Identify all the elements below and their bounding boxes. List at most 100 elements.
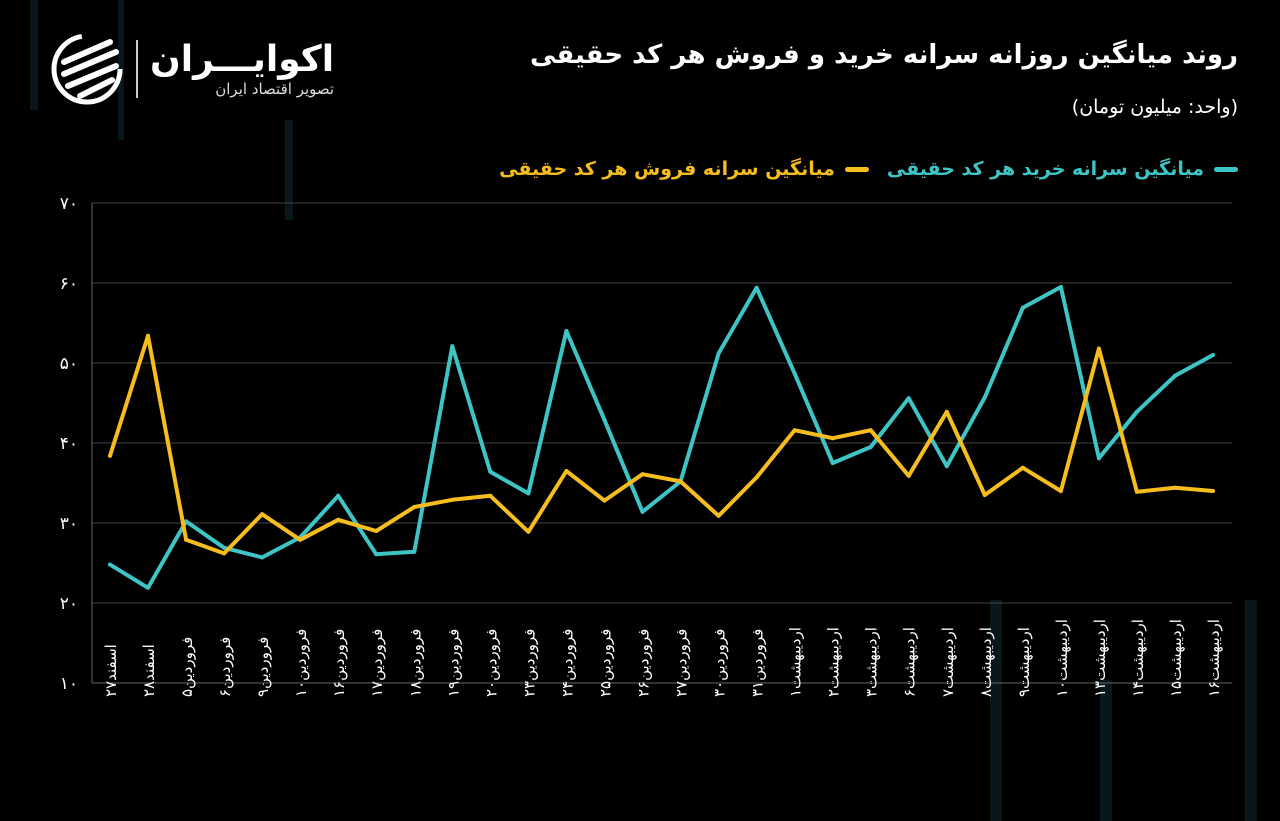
x-tick-label: اسفند۲۷ [102, 644, 120, 697]
x-tick-label: فروردین۲۳ [520, 629, 538, 697]
x-tick-label: اردیبهشت۱۳ [1091, 619, 1109, 697]
data-point-sell [678, 479, 683, 484]
x-tick-label: فروردین۳۱ [749, 629, 767, 697]
x-tick-label: اردیبهشت۱۶ [1205, 619, 1223, 697]
data-point-buy [336, 493, 341, 498]
logo-mark-icon [51, 33, 123, 105]
data-point-buy [222, 545, 227, 550]
data-point-buy [146, 585, 151, 590]
logo-name: اکوایـــران [150, 39, 335, 80]
x-tick-label: اردیبهشت۱۵ [1167, 619, 1185, 697]
logo: اکوایـــران تصویر اقتصاد ایران [50, 32, 334, 106]
y-tick-label: ۷۰ [60, 194, 78, 214]
data-point-sell [146, 333, 151, 338]
y-tick-label: ۱۰ [60, 674, 78, 694]
data-point-buy [564, 329, 569, 333]
data-point-sell [1134, 489, 1139, 494]
data-point-buy [526, 491, 531, 496]
series-line-sell [108, 333, 1215, 556]
x-tick-label: فروردین۱۶ [330, 629, 348, 697]
data-point-buy [982, 395, 987, 400]
x-tick-label: فروردین۲۵ [596, 629, 614, 697]
x-tick-label: فروردین۱۸ [406, 629, 424, 697]
data-point-buy [906, 396, 911, 401]
data-point-buy [1134, 409, 1139, 414]
background-decoration [30, 0, 38, 110]
data-point-sell [1211, 489, 1215, 493]
data-point-sell [754, 475, 759, 480]
data-point-buy [1058, 285, 1063, 289]
data-point-buy [450, 344, 455, 349]
data-point-buy [260, 555, 265, 560]
data-point-buy [374, 552, 379, 557]
data-point-sell [336, 517, 341, 522]
data-point-sell [602, 498, 607, 503]
x-tick-label: اسفند۲۸ [140, 644, 158, 697]
data-point-sell [222, 551, 227, 556]
x-tick-label: فروردین۲۰ [482, 629, 500, 697]
data-point-buy [1211, 353, 1215, 357]
data-point-buy [830, 461, 835, 465]
data-point-buy [640, 509, 645, 514]
data-point-buy [1096, 456, 1101, 461]
data-point-sell [374, 529, 379, 533]
data-point-buy [488, 469, 493, 474]
x-tick-label: اردیبهشت۶ [901, 627, 919, 697]
data-point-sell [906, 473, 911, 478]
legend-label-buy: میانگین سرانه خرید هر کد حقیقی [886, 158, 1204, 180]
x-tick-label: اردیبهشت۱۰ [1053, 619, 1071, 697]
data-point-buy [108, 562, 112, 567]
data-point-buy [412, 549, 417, 554]
data-point-sell [716, 513, 721, 518]
legend: میانگین سرانه خرید هر کد حقیقی میانگین س… [499, 158, 1238, 180]
y-tick-label: ۳۰ [60, 514, 78, 534]
x-tick-label: اردیبهشت۳ [863, 627, 881, 697]
data-point-sell [1020, 465, 1025, 470]
chart-unit: (واحد: میلیون تومان) [1071, 96, 1238, 118]
x-tick-label: اردیبهشت۱۴ [1129, 619, 1147, 697]
x-tick-label: فروردین۳۰ [711, 629, 729, 697]
data-point-sell [564, 469, 569, 473]
data-point-sell [1096, 346, 1101, 351]
chart-title: روند میانگین روزانه سرانه خرید و فروش هر… [530, 40, 1238, 70]
data-point-buy [868, 445, 873, 449]
data-point-buy [944, 464, 949, 469]
data-point-sell [830, 436, 835, 441]
legend-label-sell: میانگین سرانه فروش هر کد حقیقی [499, 158, 835, 180]
data-point-sell [868, 428, 873, 433]
data-point-buy [602, 417, 607, 422]
series-line-buy [108, 285, 1215, 590]
data-point-buy [716, 351, 721, 356]
logo-tagline: تصویر اقتصاد ایران [215, 80, 335, 98]
legend-swatch-sell [844, 166, 869, 172]
x-tick-label: فروردین۱۰ [292, 629, 310, 697]
data-point-buy [754, 285, 759, 290]
legend-swatch-buy [1214, 166, 1238, 172]
x-tick-label: اردیبهشت۷ [939, 627, 957, 697]
data-point-sell [260, 512, 265, 517]
y-tick-label: ۴۰ [60, 434, 78, 454]
x-tick-label: فروردین۲۶ [634, 629, 652, 697]
data-point-sell [792, 428, 797, 433]
data-point-sell [488, 493, 493, 498]
x-tick-label: فروردین۲۷ [673, 629, 691, 697]
x-tick-label: فروردین۹ [254, 637, 272, 697]
x-tick-label: فروردین۱۹ [444, 629, 462, 697]
logo-separator [136, 40, 138, 98]
x-tick-label: فروردین۱۷ [368, 629, 386, 697]
x-tick-label: فروردین۲۴ [558, 629, 576, 697]
x-tick-label: اردیبهشت۸ [977, 627, 995, 697]
data-point-sell [526, 529, 531, 534]
data-point-buy [792, 371, 797, 376]
background-decoration [1245, 600, 1257, 821]
data-point-sell [1172, 485, 1177, 490]
data-point-sell [450, 497, 455, 502]
y-tick-label: ۵۰ [60, 354, 78, 374]
x-tick-label: فروردین۵ [178, 637, 196, 697]
data-point-buy [1020, 305, 1025, 310]
data-point-sell [412, 505, 417, 509]
x-tick-label: اردیبهشت۹ [1015, 627, 1033, 697]
data-point-sell [108, 453, 112, 458]
background-decoration [1100, 680, 1112, 821]
